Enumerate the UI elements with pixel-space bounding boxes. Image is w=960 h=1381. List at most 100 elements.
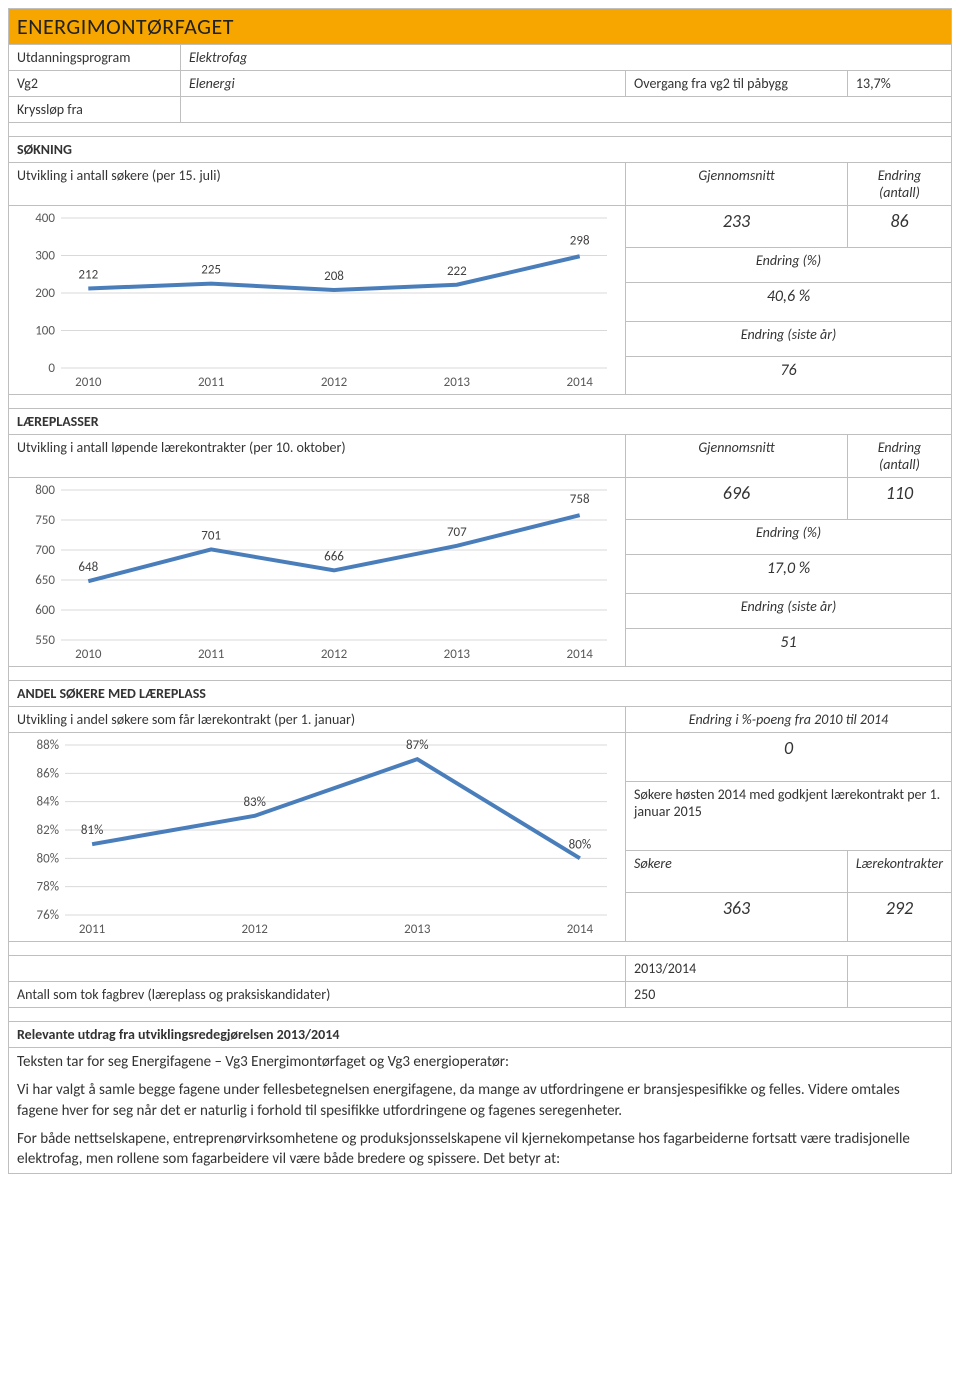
andel-sokere-hosten-label: Søkere høsten 2014 med godkjent lærekont… <box>626 782 952 851</box>
svg-text:200: 200 <box>35 286 55 301</box>
sokning-gjennomsnitt-label: Gjennomsnitt <box>626 163 848 206</box>
sokning-gjennomsnitt-value: 233 <box>626 206 848 248</box>
utdrag-p2: Vi har valgt å samle begge fagene under … <box>9 1076 952 1125</box>
laereplasser-heading: LÆREPLASSER <box>9 409 952 435</box>
svg-text:707: 707 <box>447 525 467 540</box>
svg-text:2013: 2013 <box>444 647 471 662</box>
svg-text:650: 650 <box>35 573 55 588</box>
overgang-value: 13,7% <box>847 71 951 97</box>
laereplasser-endring-siste-value: 51 <box>626 628 952 666</box>
utdrag-p3: For både nettselskapene, entreprenørvirk… <box>9 1125 952 1174</box>
sokning-endring-siste-label: Endring (siste år) <box>626 321 952 356</box>
svg-text:208: 208 <box>324 269 344 284</box>
utdrag-heading: Relevante utdrag fra utviklingsredegjøre… <box>9 1022 952 1048</box>
svg-text:648: 648 <box>78 560 98 575</box>
svg-text:2013: 2013 <box>444 375 471 390</box>
svg-text:2011: 2011 <box>79 922 105 937</box>
svg-text:0: 0 <box>48 361 55 376</box>
svg-text:87%: 87% <box>406 738 428 753</box>
andel-sokere-value: 363 <box>626 892 848 941</box>
vg2-label: Vg2 <box>9 71 181 97</box>
svg-text:701: 701 <box>201 528 221 543</box>
laereplasser-endring-siste-label: Endring (siste år) <box>626 593 952 628</box>
krysslop-label: Kryssløp fra <box>9 97 181 123</box>
svg-text:2014: 2014 <box>567 922 594 937</box>
andel-laerekontrakter-value: 292 <box>847 892 951 941</box>
laereplasser-endring-antall-label: Endring (antall) <box>847 435 951 478</box>
fagbrev-year-label: 2013/2014 <box>626 956 848 982</box>
sokning-subtitle: Utvikling i antall søkere (per 15. juli) <box>9 163 626 206</box>
sokning-endring-antall-value: 86 <box>847 206 951 248</box>
svg-text:80%: 80% <box>569 837 591 852</box>
andel-laerekontrakter-label: Lærekontrakter <box>847 851 951 892</box>
laereplasser-chart: 550 600 650 700 750 800 2010 2011 2012 2013 2014 64… <box>17 482 617 662</box>
svg-text:298: 298 <box>570 233 590 248</box>
sokning-endring-siste-value: 76 <box>626 356 952 394</box>
sokning-endring-pct-value: 40,6 % <box>626 283 952 321</box>
andel-chart: 76%78%80%82%84%86%88%201120122013201481%… <box>17 737 617 937</box>
svg-text:666: 666 <box>324 549 344 564</box>
svg-text:100: 100 <box>35 324 55 339</box>
svg-text:2010: 2010 <box>75 375 102 390</box>
andel-endring-poeng-label: Endring i %-poeng fra 2010 til 2014 <box>626 707 952 733</box>
svg-text:88%: 88% <box>37 738 59 753</box>
fagbrev-row-label: Antall som tok fagbrev (læreplass og pra… <box>9 982 626 1008</box>
svg-text:2012: 2012 <box>242 922 269 937</box>
page-title: ENERGIMONTØRFAGET <box>9 9 952 45</box>
vg2-value: Elenergi <box>180 71 625 97</box>
svg-text:2014: 2014 <box>567 647 594 662</box>
utdanningsprogram-value: Elektrofag <box>180 45 951 71</box>
laereplasser-gjennomsnitt-label: Gjennomsnitt <box>626 435 848 478</box>
utdanningsprogram-label: Utdanningsprogram <box>9 45 181 71</box>
svg-text:700: 700 <box>35 543 55 558</box>
sokning-endring-antall-label: Endring (antall) <box>847 163 951 206</box>
andel-sokere-label: Søkere <box>626 851 848 892</box>
svg-text:2010: 2010 <box>75 647 102 662</box>
svg-text:2014: 2014 <box>567 375 594 390</box>
laereplasser-subtitle: Utvikling i antall løpende lærekontrakte… <box>9 435 626 478</box>
svg-text:81%: 81% <box>81 823 103 838</box>
svg-text:2011: 2011 <box>198 647 224 662</box>
svg-text:80%: 80% <box>37 851 59 866</box>
svg-text:2012: 2012 <box>321 375 348 390</box>
laereplasser-endring-pct-label: Endring (%) <box>626 520 952 555</box>
laereplasser-endring-antall-value: 110 <box>847 478 951 520</box>
svg-text:400: 400 <box>35 211 55 226</box>
krysslop-value <box>180 97 951 123</box>
svg-text:78%: 78% <box>37 880 59 895</box>
svg-text:84%: 84% <box>37 795 59 810</box>
svg-text:225: 225 <box>201 263 221 278</box>
sokning-chart: 0 100 200 300 400 2010 2011 2012 2013 2014 212 225 2… <box>17 210 617 390</box>
svg-text:800: 800 <box>35 483 55 498</box>
svg-text:212: 212 <box>78 268 98 283</box>
svg-text:300: 300 <box>35 249 55 264</box>
fagbrev-value: 250 <box>626 982 848 1008</box>
andel-endring-poeng-value: 0 <box>626 733 952 782</box>
laereplasser-gjennomsnitt-value: 696 <box>626 478 848 520</box>
laereplasser-chart-cell: 550 600 650 700 750 800 2010 2011 2012 2013 2014 64… <box>9 478 626 667</box>
fagbrev-empty-right <box>847 956 951 982</box>
fagbrev-empty-left <box>9 956 626 982</box>
svg-text:222: 222 <box>447 264 467 279</box>
andel-subtitle: Utvikling i andel søkere som får lærekon… <box>9 707 626 733</box>
overgang-label: Overgang fra vg2 til påbygg <box>626 71 848 97</box>
sokning-heading: SØKNING <box>9 137 952 163</box>
andel-chart-cell: 76%78%80%82%84%86%88%201120122013201481%… <box>9 733 626 942</box>
svg-text:2012: 2012 <box>321 647 348 662</box>
svg-text:76%: 76% <box>37 908 59 923</box>
svg-text:83%: 83% <box>243 795 265 810</box>
svg-text:2011: 2011 <box>198 375 224 390</box>
svg-text:750: 750 <box>35 513 55 528</box>
page-table: ENERGIMONTØRFAGET Utdanningsprogram Elek… <box>8 8 952 1174</box>
utdrag-p1: Teksten tar for seg Energifagene – Vg3 E… <box>9 1048 952 1077</box>
laereplasser-endring-pct-value: 17,0 % <box>626 555 952 593</box>
andel-heading: ANDEL SØKERE MED LÆREPLASS <box>9 681 952 707</box>
svg-text:2013: 2013 <box>404 922 431 937</box>
sokning-chart-cell: 0 100 200 300 400 2010 2011 2012 2013 2014 212 225 2… <box>9 206 626 395</box>
svg-text:600: 600 <box>35 603 55 618</box>
svg-text:550: 550 <box>35 633 55 648</box>
svg-text:82%: 82% <box>37 823 59 838</box>
sokning-endring-pct-label: Endring (%) <box>626 248 952 283</box>
svg-text:758: 758 <box>570 492 590 507</box>
fagbrev-empty-right2 <box>847 982 951 1008</box>
